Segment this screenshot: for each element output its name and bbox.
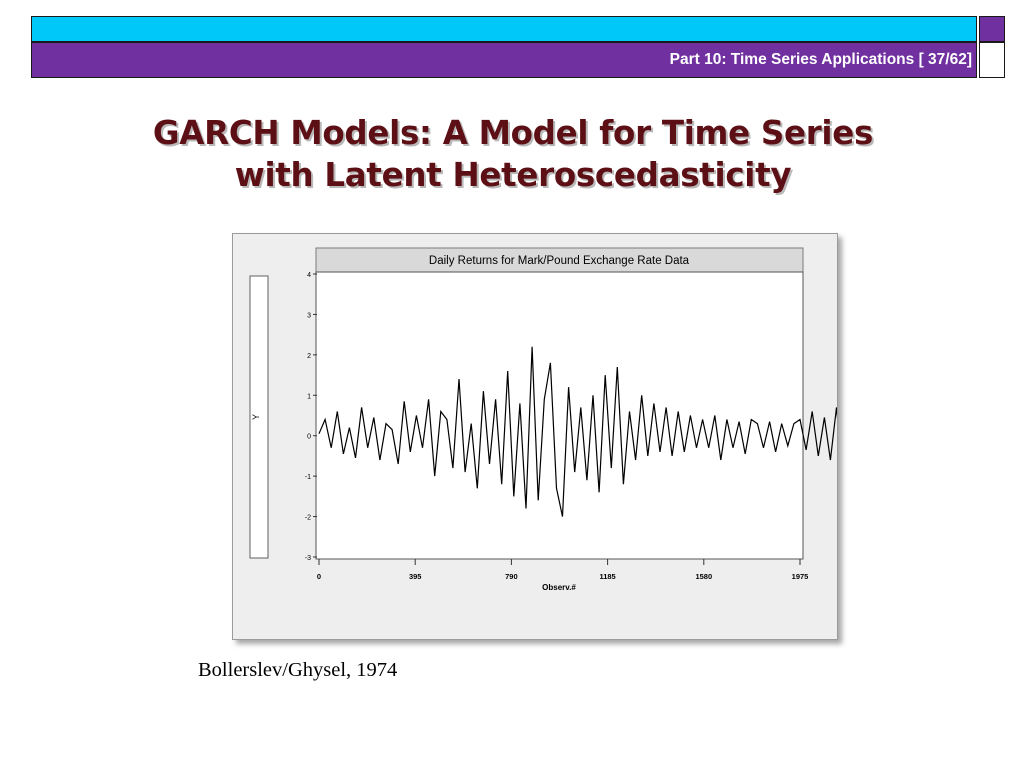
x-tick-label: 395 (409, 572, 422, 581)
y-tick-label: 1 (307, 393, 311, 400)
chart-title-bar (315, 247, 804, 273)
header-cyan-bar (31, 16, 977, 42)
x-tick-label: 1580 (695, 572, 712, 581)
source-caption: Bollerslev/Ghysel, 1974 (198, 659, 398, 681)
x-tick-label: 0 (317, 572, 321, 581)
section-label: Part 10: Time Series Applications [ 37/6… (669, 51, 972, 68)
y-tick-label: 3 (307, 312, 311, 319)
chart-title: Daily Returns for Mark/Pound Exchange Ra… (429, 255, 690, 267)
chart-svg: Y Daily Returns for Mark/Pound Exchange … (249, 247, 837, 592)
y-tick-label: 2 (307, 353, 311, 360)
slide-title-line1: GARCH Models: A Model for Time Series (152, 114, 874, 152)
y-tick-label: -1 (305, 474, 311, 481)
header-purple-bar: Part 10: Time Series Applications [ 37/6… (31, 42, 977, 78)
plot-area (315, 271, 804, 560)
x-tick-label: 1185 (599, 572, 615, 581)
slide-title: GARCH Models: A Model for Time Series wi… (40, 112, 986, 197)
y-tick-label: 4 (307, 272, 311, 279)
y-axis-ticks: -3 -2 -1 0 1 2 3 4 (305, 272, 317, 562)
x-tick-label: 790 (505, 572, 518, 581)
slide-title-line2: with Latent Heteroscedasticity (234, 156, 792, 195)
y-axis-label: Y (251, 414, 261, 420)
series-line (318, 346, 837, 517)
corner-purple-square (979, 16, 1005, 42)
x-tick-label: 1975 (792, 572, 809, 581)
corner-white-square (979, 42, 1005, 78)
y-tick-label: -2 (305, 515, 311, 522)
x-axis-label: Observ.# (542, 583, 576, 592)
y-label-panel (249, 275, 269, 559)
series-layer (318, 346, 837, 517)
y-tick-label: 0 (307, 434, 311, 441)
chart-figure: Y Daily Returns for Mark/Pound Exchange … (232, 233, 838, 640)
x-axis-ticks: 0 395 790 1185 1580 1975 (317, 559, 808, 581)
y-tick-label: -3 (305, 555, 311, 562)
